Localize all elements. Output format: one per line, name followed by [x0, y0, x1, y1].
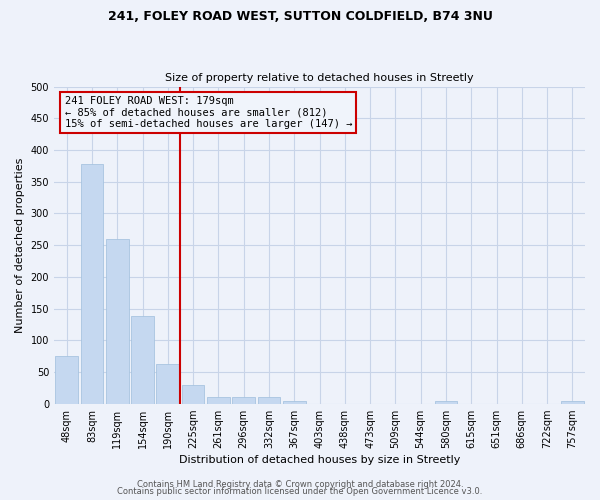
- Bar: [232, 398, 255, 404]
- Bar: [55, 356, 78, 404]
- Text: Contains public sector information licensed under the Open Government Licence v3: Contains public sector information licen…: [118, 487, 482, 496]
- Bar: [434, 400, 457, 404]
- Bar: [106, 239, 128, 404]
- Bar: [207, 398, 230, 404]
- Bar: [157, 364, 179, 404]
- X-axis label: Distribution of detached houses by size in Streetly: Distribution of detached houses by size …: [179, 455, 460, 465]
- Text: 241 FOLEY ROAD WEST: 179sqm
← 85% of detached houses are smaller (812)
15% of se: 241 FOLEY ROAD WEST: 179sqm ← 85% of det…: [65, 96, 352, 130]
- Bar: [257, 398, 280, 404]
- Bar: [283, 400, 305, 404]
- Bar: [182, 384, 205, 404]
- Title: Size of property relative to detached houses in Streetly: Size of property relative to detached ho…: [165, 73, 474, 83]
- Bar: [80, 164, 103, 404]
- Text: Contains HM Land Registry data © Crown copyright and database right 2024.: Contains HM Land Registry data © Crown c…: [137, 480, 463, 489]
- Text: 241, FOLEY ROAD WEST, SUTTON COLDFIELD, B74 3NU: 241, FOLEY ROAD WEST, SUTTON COLDFIELD, …: [107, 10, 493, 23]
- Bar: [561, 400, 584, 404]
- Bar: [131, 316, 154, 404]
- Y-axis label: Number of detached properties: Number of detached properties: [15, 158, 25, 333]
